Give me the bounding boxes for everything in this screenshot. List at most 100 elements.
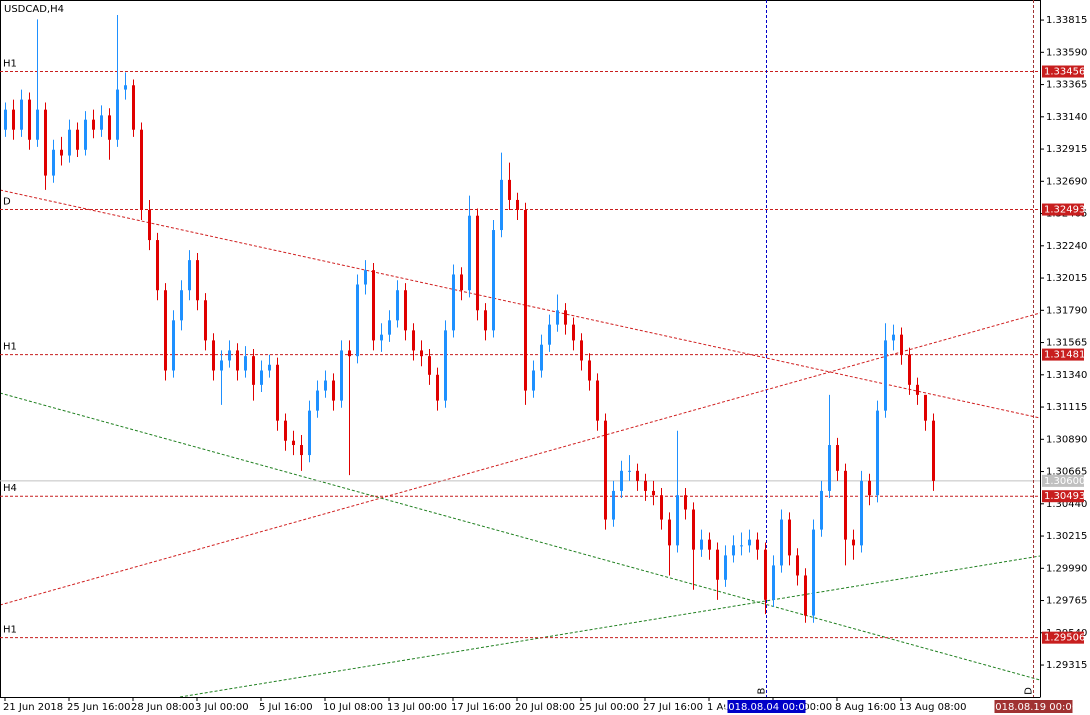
y-tick-label: 1.31565 [1046, 338, 1087, 349]
vertical-line-tag: D [1024, 687, 1035, 695]
candle-body [764, 549, 767, 600]
candle-body [876, 410, 879, 496]
level-price-box [1042, 348, 1084, 361]
y-tick-label: 1.32015 [1046, 273, 1087, 284]
level-name: H1 [3, 625, 17, 636]
candle-body [836, 445, 839, 471]
y-tick-label: 1.33590 [1046, 47, 1087, 58]
candle-body [204, 300, 207, 341]
candle-body [732, 545, 735, 556]
candle-body [508, 179, 511, 200]
candle-body [596, 380, 599, 421]
candle-body [436, 374, 439, 401]
candle-body [868, 480, 871, 496]
candle-body [100, 115, 103, 130]
candle-body [548, 324, 551, 345]
candle-body [260, 370, 263, 385]
candle-body [324, 380, 327, 391]
candle-body [236, 350, 239, 371]
candle-body [188, 260, 191, 291]
candle-body [20, 99, 23, 130]
candle-body [676, 495, 679, 546]
y-tick-label: 1.30440 [1046, 499, 1087, 510]
candle-body [116, 89, 119, 140]
candle-body [340, 350, 343, 401]
candle-body [852, 539, 855, 546]
x-tick-label: 8 Aug 16:00 [835, 702, 896, 713]
y-tick-label: 1.31340 [1046, 370, 1087, 381]
x-tick-label: 13 Jul 00:00 [387, 702, 447, 713]
candle-body [108, 115, 111, 140]
candle-body [572, 324, 575, 341]
candle-body [756, 539, 759, 550]
candle-body [140, 129, 143, 210]
candle-body [692, 509, 695, 550]
candle-body [668, 519, 671, 546]
candle-body [348, 350, 351, 357]
candle-body [844, 470, 847, 540]
candle-body [316, 390, 319, 411]
candle-body [820, 490, 823, 530]
candle-body [468, 215, 471, 291]
current-price-box [1042, 474, 1084, 487]
candle-body [636, 470, 639, 481]
x-tick-label: 28 Jun 08:00 [131, 702, 195, 713]
level-price-label: 1.31481 [1044, 350, 1085, 361]
candle-body [772, 565, 775, 600]
candle-body [12, 109, 15, 130]
candle-body [828, 445, 831, 491]
candle-body [620, 470, 623, 491]
y-tick-label: 1.30890 [1046, 434, 1087, 445]
candle-body [916, 384, 919, 395]
level-price-label: 1.29506 [1044, 633, 1085, 644]
candle-body [396, 290, 399, 321]
candle-body [148, 209, 151, 241]
candle-body [748, 539, 751, 546]
vertical-line-date-box [727, 700, 806, 713]
candle-body [180, 290, 183, 321]
candle-body [740, 545, 743, 547]
y-tick-label: 1.29315 [1046, 660, 1087, 671]
y-tick-label: 1.29765 [1046, 596, 1087, 607]
candle-body [684, 495, 687, 510]
vertical-line-date: 2018.08.19 00:00 [989, 702, 1078, 713]
candle-body [532, 370, 535, 391]
level-name: H1 [3, 59, 17, 70]
trend-lines [0, 189, 1041, 698]
candle-body [932, 420, 935, 481]
candle-body [4, 109, 7, 130]
candle-body [132, 85, 135, 130]
level-price-box [1042, 203, 1084, 216]
x-tick-label: 25 Jul 00:00 [579, 702, 639, 713]
candle-body [492, 230, 495, 331]
candle-body [156, 240, 159, 291]
candle-body [44, 109, 47, 176]
candle-body [300, 445, 303, 456]
candle-body [212, 340, 215, 371]
candle-body [308, 410, 311, 456]
level-price-label: 1.32493 [1044, 205, 1085, 216]
y-tick-label: 1.32690 [1046, 176, 1087, 187]
candle-body [804, 575, 807, 616]
candle-body [252, 356, 255, 385]
candle-body [860, 480, 863, 546]
x-tick-label: 13 Aug 08:00 [899, 702, 966, 713]
x-tick-label: 10 Jul 08:00 [323, 702, 383, 713]
candle-body [220, 360, 223, 371]
candle-body [924, 394, 927, 421]
candle-body [516, 199, 519, 210]
candle-body [716, 549, 719, 580]
y-tick-label: 1.33140 [1046, 112, 1087, 123]
candle-body [500, 179, 503, 231]
level-price-box [1042, 65, 1084, 78]
candle-body [84, 119, 87, 150]
level-name: H1 [3, 342, 17, 353]
candle-body [724, 555, 727, 580]
x-tick-label: 27 Jul 16:00 [643, 702, 703, 713]
candle-body [900, 334, 903, 355]
chart-title: USDCAD,H4 [4, 4, 64, 15]
candle-body [364, 270, 367, 285]
vertical-line-tag: B [757, 687, 768, 694]
